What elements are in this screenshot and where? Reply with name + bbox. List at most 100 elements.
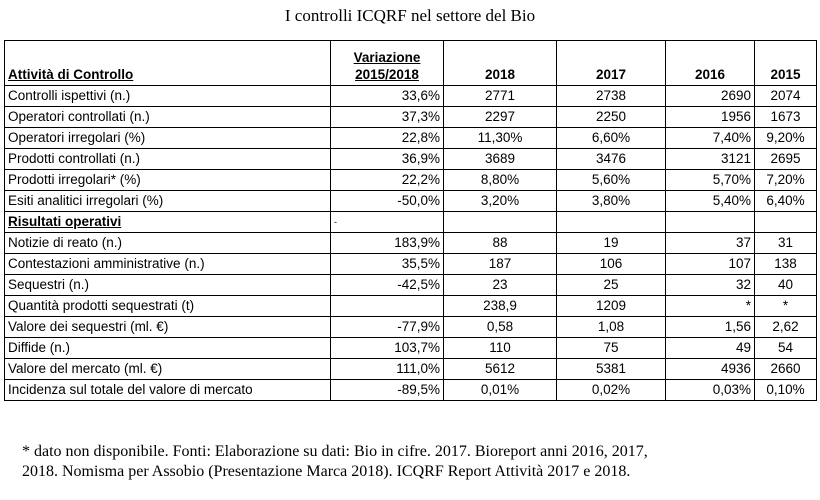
cell-2015: 9,20%: [754, 127, 817, 149]
controls-table: Attività di Controllo Variazione 2015/201…: [4, 40, 817, 401]
cell-variation: -89,5%: [330, 379, 444, 401]
cell-2017: 3476: [556, 148, 666, 170]
cell-2016: 1,56: [665, 316, 755, 338]
footnote: * dato non disponibile. Fonti: Elaborazi…: [22, 442, 802, 482]
cell-2018: 2771: [443, 85, 557, 107]
cell-2016: *: [665, 295, 755, 317]
cell-2016: 3121: [665, 148, 755, 170]
table-row: Esiti analitici irregolari (%) -50,0% 3,20…: [4, 190, 817, 212]
table-row: Incidenza sul totale del valore di merca…: [4, 379, 817, 401]
cell-2018: 0,58: [443, 316, 557, 338]
cell-variation: -42,5%: [330, 274, 444, 296]
cell-2017: 6,60%: [556, 127, 666, 149]
cell-2017: 1209: [556, 295, 666, 317]
cell-label: Esiti analitici irregolari (%): [4, 190, 331, 212]
header-year-2018: 2018: [443, 40, 557, 86]
cell-label: Sequestri (n.): [4, 274, 331, 296]
cell-2015: 40: [754, 274, 817, 296]
cell-2017: 5381: [556, 358, 666, 380]
cell-2018: 0,01%: [443, 379, 557, 401]
cell-2015: 54: [754, 337, 817, 359]
table-row: Controlli ispettivi (n.) 33,6% 2771 2738 269…: [4, 85, 817, 107]
cell-2016: 7,40%: [665, 127, 755, 149]
header-variation-line2: 2015/2018: [355, 67, 419, 82]
cell-variation: 111,0%: [330, 358, 444, 380]
cell-label: Contestazioni amministrative (n.): [4, 253, 331, 275]
cell-label: Operatori irregolari (%): [4, 127, 331, 149]
cell-variation: 22,8%: [330, 127, 444, 149]
section-label: Risultati operativi: [4, 211, 331, 233]
cell-2015: 138: [754, 253, 817, 275]
cell-2017: 25: [556, 274, 666, 296]
cell-2015: 0,10%: [754, 379, 817, 401]
cell-label: Incidenza sul totale del valore di merca…: [4, 379, 331, 401]
cell-2015: 31: [754, 232, 817, 254]
section-empty-cell: [665, 211, 755, 233]
cell-variation: 36,9%: [330, 148, 444, 170]
cell-2018: 3,20%: [443, 190, 557, 212]
cell-2016: 32: [665, 274, 755, 296]
header-year-2017: 2017: [556, 40, 666, 86]
table-row: Quantità prodotti sequestrati (t) 238,9 12…: [4, 295, 817, 317]
cell-2018: 11,30%: [443, 127, 557, 149]
section-mark: -: [330, 211, 444, 233]
cell-2016: 4936: [665, 358, 755, 380]
cell-2016: 5,70%: [665, 169, 755, 191]
cell-variation: 33,6%: [330, 85, 444, 107]
section-row: Risultati operativi -: [4, 211, 817, 233]
cell-2016: 107: [665, 253, 755, 275]
cell-2018: 187: [443, 253, 557, 275]
table-row: Contestazioni amministrative (n.) 35,5% 18…: [4, 253, 817, 275]
cell-2018: 23: [443, 274, 557, 296]
cell-2015: 6,40%: [754, 190, 817, 212]
table-row: Valore del mercato (ml. €) 111,0% 5612 5381…: [4, 358, 817, 380]
cell-label: Valore del mercato (ml. €): [4, 358, 331, 380]
cell-2017: 3,80%: [556, 190, 666, 212]
cell-2017: 75: [556, 337, 666, 359]
cell-2015: 1673: [754, 106, 817, 128]
section-empty-cell: [754, 211, 817, 233]
cell-variation: 22,2%: [330, 169, 444, 191]
table-row: Prodotti irregolari* (%) 22,2% 8,80% 5,60% 5…: [4, 169, 817, 191]
cell-2018: 5612: [443, 358, 557, 380]
table-row: Notizie di reato (n.) 183,9% 88 19 37 31: [4, 232, 817, 254]
cell-variation: -50,0%: [330, 190, 444, 212]
cell-label: Prodotti irregolari* (%): [4, 169, 331, 191]
table-row: Diffide (n.) 103,7% 110 75 49 54: [4, 337, 817, 359]
cell-2017: 106: [556, 253, 666, 275]
cell-2015: *: [754, 295, 817, 317]
table-header-row: Attività di Controllo Variazione 2015/201…: [4, 40, 817, 86]
cell-variation: 103,7%: [330, 337, 444, 359]
table-row: Operatori irregolari (%) 22,8% 11,30% 6,60%…: [4, 127, 817, 149]
header-activity-label: Attività di Controllo: [4, 40, 331, 86]
cell-2017: 2250: [556, 106, 666, 128]
page-title: I controlli ICQRF nel settore del Bio: [284, 6, 536, 25]
cell-2015: 2695: [754, 148, 817, 170]
table-row: Prodotti controllati (n.) 36,9% 3689 3476 31…: [4, 148, 817, 170]
cell-2018: 8,80%: [443, 169, 557, 191]
table-row: Valore dei sequestri (ml. €) -77,9% 0,58 1,…: [4, 316, 817, 338]
cell-2018: 110: [443, 337, 557, 359]
cell-2017: 2738: [556, 85, 666, 107]
table-row: Operatori controllati (n.) 37,3% 2297 2250 1…: [4, 106, 817, 128]
cell-2018: 3689: [443, 148, 557, 170]
cell-label: Valore dei sequestri (ml. €): [4, 316, 331, 338]
cell-2017: 19: [556, 232, 666, 254]
cell-2018: 238,9: [443, 295, 557, 317]
cell-variation: 183,9%: [330, 232, 444, 254]
cell-2016: 1956: [665, 106, 755, 128]
footnote-line-1: * dato non disponibile. Fonti: Elaborazi…: [22, 443, 648, 460]
cell-label: Notizie di reato (n.): [4, 232, 331, 254]
cell-2015: 2660: [754, 358, 817, 380]
header-year-2016: 2016: [665, 40, 755, 86]
cell-2015: 2074: [754, 85, 817, 107]
cell-2017: 5,60%: [556, 169, 666, 191]
footnote-line-2: 2018. Nomisma per Assobio (Presentazione…: [22, 463, 631, 480]
cell-2016: 49: [665, 337, 755, 359]
cell-2017: 1,08: [556, 316, 666, 338]
cell-2016: 0,03%: [665, 379, 755, 401]
cell-2018: 2297: [443, 106, 557, 128]
header-year-2015: 2015: [754, 40, 817, 86]
section-empty-cell: [556, 211, 666, 233]
cell-2018: 88: [443, 232, 557, 254]
